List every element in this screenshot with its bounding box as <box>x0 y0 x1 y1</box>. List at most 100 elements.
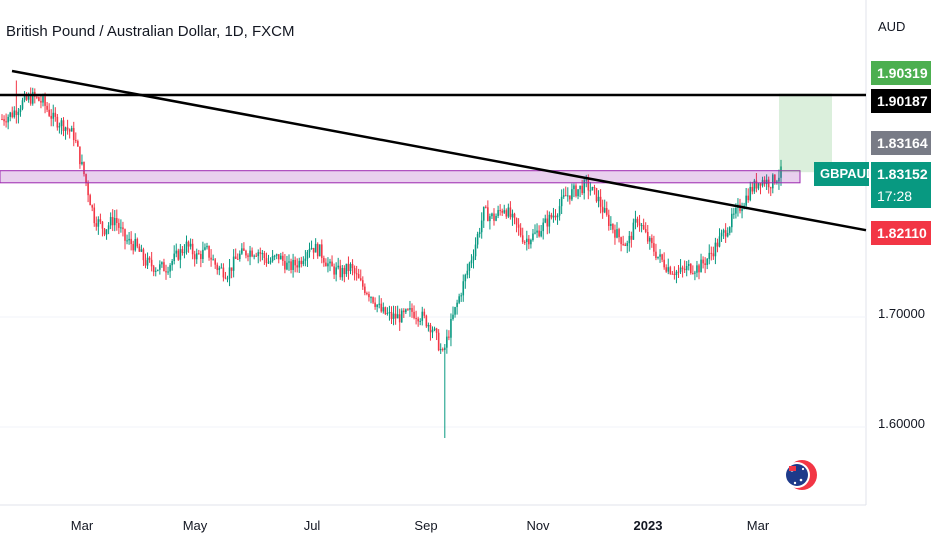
candle-body <box>530 240 532 245</box>
candle-body <box>552 215 555 218</box>
candle-body <box>134 239 137 251</box>
candle-body <box>103 228 106 235</box>
candle-body <box>167 271 169 273</box>
candle-body <box>474 244 477 257</box>
candle-body <box>772 174 774 189</box>
candle-body <box>544 218 547 223</box>
candle-body <box>9 112 11 117</box>
candle-body <box>173 253 175 262</box>
candle-body <box>517 224 520 228</box>
candle-body <box>329 261 331 264</box>
candle-body <box>306 252 309 259</box>
candle-body <box>456 302 458 308</box>
candle-body <box>249 250 251 257</box>
candle-body <box>757 183 760 189</box>
candle-body <box>464 274 467 282</box>
candle-body <box>546 218 549 227</box>
candle-body <box>290 261 292 270</box>
candle-body <box>632 222 635 240</box>
candle-body <box>17 111 20 116</box>
candle-body <box>296 265 298 268</box>
candle-body <box>374 302 376 307</box>
candle-body <box>97 219 100 227</box>
candle-body <box>150 259 153 267</box>
candle-body <box>85 174 87 183</box>
candle-body <box>362 280 364 287</box>
candle-body <box>468 263 471 271</box>
candle-body <box>493 213 495 221</box>
candle-body <box>603 208 606 213</box>
candle-body <box>52 112 55 119</box>
candle-body <box>427 324 430 327</box>
candle-body <box>726 232 729 237</box>
candle-body <box>587 179 590 191</box>
candle-body <box>482 206 485 221</box>
candle-body <box>718 236 721 247</box>
candle-body <box>83 161 85 175</box>
candle-body <box>616 229 618 238</box>
candle-body <box>382 307 385 312</box>
candle-body <box>280 255 282 260</box>
candle-body <box>105 229 108 235</box>
candle-body <box>347 263 350 272</box>
x-tick-label: 2023 <box>633 518 663 533</box>
candle-body <box>120 227 122 229</box>
candle-body <box>140 249 143 252</box>
candle-body <box>550 214 553 218</box>
candle-body <box>388 312 391 314</box>
candle-body <box>661 254 663 260</box>
candle-body <box>665 267 667 272</box>
candle-body <box>189 243 192 247</box>
candle-body <box>142 249 145 261</box>
candle-body <box>21 100 24 109</box>
candle-body <box>753 180 756 192</box>
candle-body <box>222 267 225 278</box>
flag-australia-icon[interactable] <box>784 460 817 490</box>
candle-body <box>224 277 227 279</box>
candle-body <box>446 336 448 348</box>
candle-body <box>165 271 167 273</box>
candle-body <box>255 255 257 257</box>
candle-body <box>48 109 50 116</box>
candle-body <box>591 186 594 191</box>
x-tick-label: Mar <box>746 518 770 533</box>
candle-body <box>763 179 766 185</box>
candle-body <box>38 97 40 101</box>
candle-body <box>351 264 354 269</box>
candle-body <box>5 121 7 123</box>
candle-body <box>696 265 698 273</box>
candle-body <box>538 230 540 237</box>
candle-body <box>476 233 479 245</box>
candle-body <box>659 254 661 257</box>
candle-body <box>429 324 432 333</box>
candle-body <box>747 195 749 201</box>
candle-body <box>776 181 778 183</box>
symbol-tag: GBPAUD <box>814 162 875 186</box>
candle-body <box>511 213 514 218</box>
candle-body <box>42 96 44 103</box>
candle-body <box>649 237 651 242</box>
candle-body <box>212 259 214 261</box>
candle-body <box>128 238 130 241</box>
candle-body <box>425 315 428 327</box>
candle-body <box>302 260 305 265</box>
candle-body <box>751 186 754 192</box>
candle-body <box>597 196 600 202</box>
candle-body <box>657 256 659 259</box>
candle-body <box>316 243 319 257</box>
candle-body <box>193 254 196 260</box>
candle-body <box>218 267 221 271</box>
candle-body <box>708 252 711 259</box>
candle-body <box>325 262 327 267</box>
candle-body <box>161 262 163 265</box>
support-zone <box>0 170 801 184</box>
candle-body <box>569 195 571 200</box>
candle-body <box>138 246 141 252</box>
candle-body <box>200 253 202 260</box>
candle-body <box>470 260 473 264</box>
candle-body <box>704 263 706 265</box>
candle-body <box>714 242 717 257</box>
candle-body <box>241 248 243 254</box>
candle-body <box>599 196 602 207</box>
